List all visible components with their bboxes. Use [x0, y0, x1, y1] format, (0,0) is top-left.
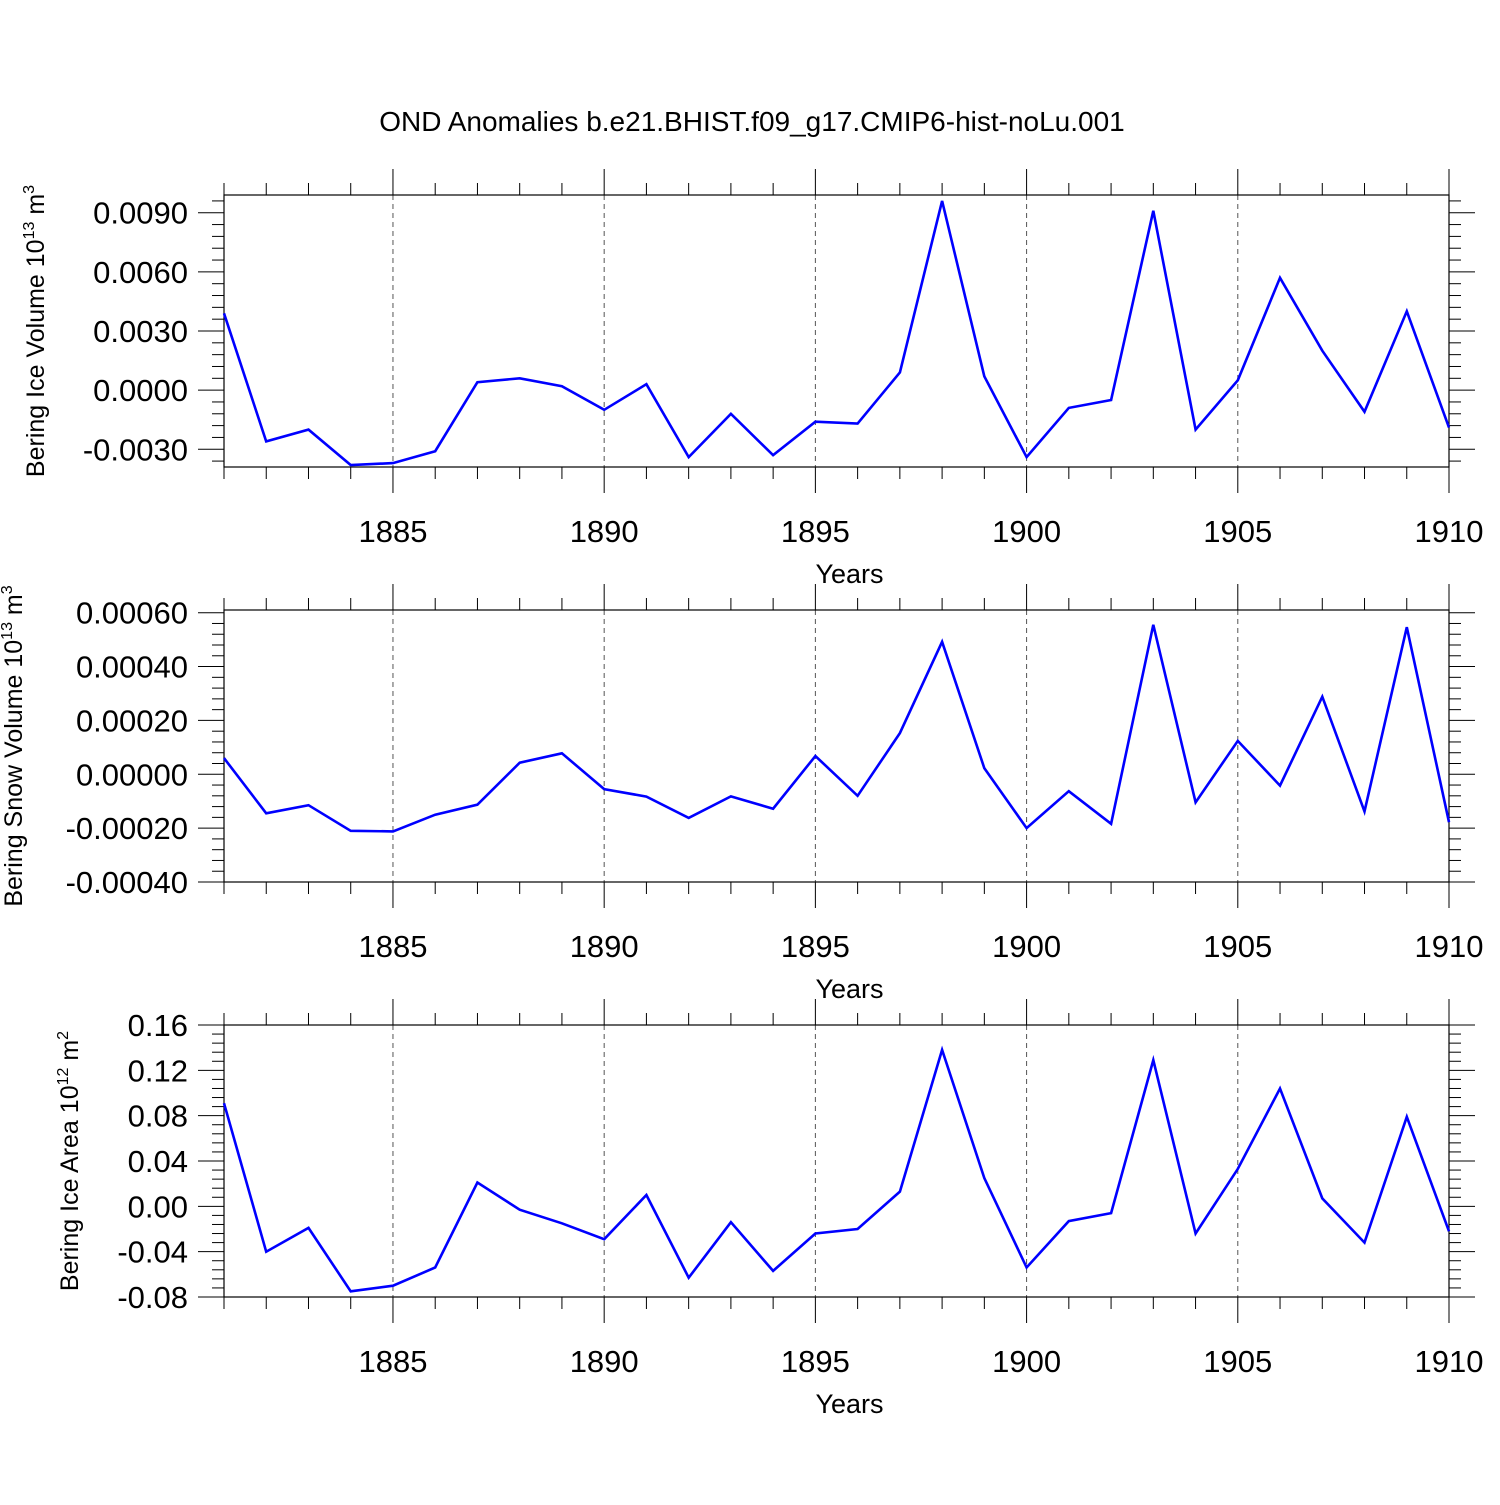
y-tick-label: 0.16 [128, 1008, 188, 1043]
x-axis-label: Years [815, 559, 883, 589]
x-tick-label: 1910 [1415, 1344, 1484, 1379]
y-axis-label: Bering Ice Volume 1013 m3 [21, 185, 50, 477]
plot-frame [223, 194, 1450, 468]
y-tick-label: -0.04 [117, 1235, 188, 1270]
y-axis-label-text: Bering Snow Volume 10 [0, 640, 28, 907]
y-axis-label-exponent: 12 [55, 1067, 72, 1085]
x-tick-label: 1910 [1415, 514, 1484, 549]
y-tick-label: 0.0090 [93, 196, 188, 231]
x-tick-label: 1890 [570, 929, 639, 964]
plot-frame [223, 1024, 1450, 1298]
chart-title: OND Anomalies b.e21.BHIST.f09_g17.CMIP6-… [379, 106, 1125, 137]
y-axis-label-unit: m [0, 594, 28, 622]
x-tick-label: 1885 [358, 929, 427, 964]
x-tick-label: 1905 [1203, 1344, 1272, 1379]
y-axis-label: Bering Ice Area 1012 m2 [55, 1031, 84, 1291]
y-axis-label-exponent: 3 [21, 185, 38, 194]
y-tick-label: -0.0030 [83, 432, 188, 467]
chart-panel-3: 1885 1890 1895 1900 1905 1910 -0.08 -0.04 0.00 0.… [55, 999, 1483, 1419]
chart-panel-1: 1885 1890 1895 1900 1905 1910 -0.0030 0.0000 0.0… [21, 169, 1483, 589]
y-axis-label-exponent: 3 [0, 585, 16, 594]
y-tick-label: -0.00020 [66, 811, 188, 846]
x-tick-label: 1895 [781, 1344, 850, 1379]
plot-frame [223, 609, 1450, 883]
y-tick-label: -0.08 [117, 1280, 188, 1315]
y-axis-label-exponent: 13 [0, 622, 16, 640]
y-axis-label: Bering Snow Volume 1013 m3 [0, 585, 28, 906]
y-axis-label-unit: m [56, 1040, 84, 1068]
x-tick-label: 1885 [358, 514, 427, 549]
y-axis-label-text: Bering Ice Volume 10 [22, 239, 50, 477]
x-axis-label: Years [815, 1389, 883, 1419]
y-axis-label-text: Bering Ice Area 10 [56, 1085, 84, 1291]
x-tick-label: 1885 [358, 1344, 427, 1379]
x-tick-label: 1900 [992, 514, 1061, 549]
x-tick-label: 1895 [781, 514, 850, 549]
x-tick-label: 1900 [992, 929, 1061, 964]
y-tick-label: 0.08 [128, 1099, 188, 1134]
y-tick-label: 0.00020 [76, 703, 188, 738]
x-tick-label: 1900 [992, 1344, 1061, 1379]
x-tick-label: 1895 [781, 929, 850, 964]
y-tick-label: 0.0000 [93, 373, 188, 408]
x-tick-label: 1905 [1203, 929, 1272, 964]
y-tick-label: 0.00060 [76, 596, 188, 631]
y-tick-label: 0.12 [128, 1053, 188, 1088]
y-tick-label: 0.00000 [76, 757, 188, 792]
x-tick-label: 1905 [1203, 514, 1272, 549]
y-tick-label: -0.00040 [66, 865, 188, 900]
series-line [222, 624, 1451, 833]
x-axis-label: Years [815, 974, 883, 1004]
y-axis-label-unit: m [22, 194, 50, 222]
y-tick-label: 0.0030 [93, 314, 188, 349]
y-tick-label: 0.00040 [76, 650, 188, 685]
x-tick-label: 1890 [570, 514, 639, 549]
y-axis-label-exponent: 13 [21, 222, 38, 240]
y-tick-label: 0.00 [128, 1189, 188, 1224]
series-line [222, 1045, 1451, 1293]
series-line [222, 200, 1451, 467]
y-tick-label: 0.0060 [93, 255, 188, 290]
x-tick-label: 1910 [1415, 929, 1484, 964]
y-tick-label: 0.04 [128, 1144, 188, 1179]
y-axis-label-exponent: 2 [55, 1031, 72, 1040]
x-tick-label: 1890 [570, 1344, 639, 1379]
panels: 1885 1890 1895 1900 1905 1910 -0.0030 0.0000 0.0… [0, 169, 1483, 1419]
chart-panel-2: 1885 1890 1895 1900 1905 1910 -0.00040 -0.00020… [0, 584, 1483, 1004]
